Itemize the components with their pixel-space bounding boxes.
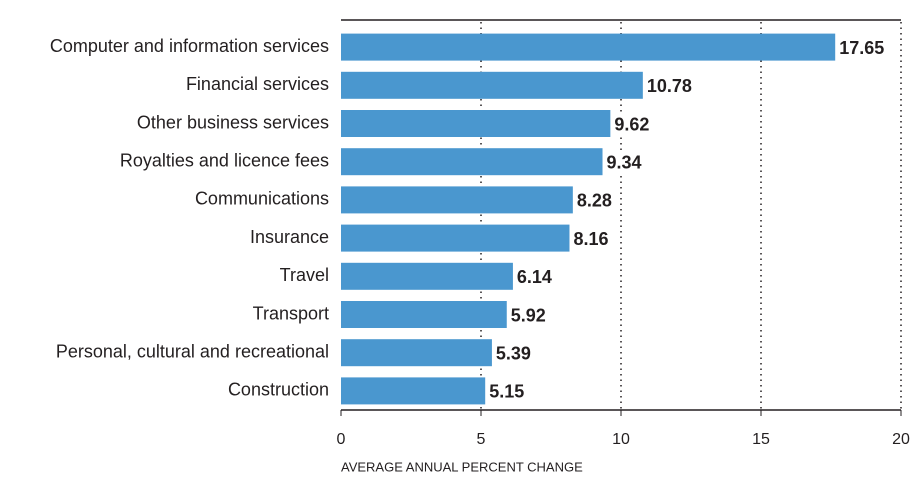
bar (341, 224, 570, 252)
value-label: 8.16 (573, 229, 608, 249)
x-tick-label: 15 (752, 431, 770, 448)
bar (341, 186, 573, 214)
value-label: 8.28 (577, 191, 612, 211)
x-tick-label: 10 (612, 431, 630, 448)
value-label-bg (645, 76, 693, 97)
value-label: 5.39 (496, 343, 531, 363)
y-tick-label: Insurance (250, 227, 329, 247)
value-label-bg (613, 114, 651, 135)
bar (341, 339, 492, 367)
y-tick-label: Communications (195, 189, 329, 209)
value-label-bg (509, 305, 547, 326)
x-tick-label: 5 (477, 431, 486, 448)
x-tick-label: 20 (892, 431, 910, 448)
y-tick-label: Travel (280, 265, 329, 285)
y-tick-label: Financial services (186, 74, 329, 94)
value-label: 6.14 (517, 267, 552, 287)
value-label: 9.62 (614, 114, 649, 134)
value-label-bg (838, 37, 886, 58)
bar (341, 148, 603, 176)
value-label: 10.78 (647, 76, 692, 96)
value-label: 9.34 (607, 152, 642, 172)
value-label: 5.92 (511, 305, 546, 325)
value-label-bg (575, 190, 613, 211)
value-label-bg (494, 343, 532, 364)
y-tick-label: Personal, cultural and recreational (56, 341, 329, 361)
x-axis-label: AVERAGE ANNUAL PERCENT CHANGE (341, 459, 583, 474)
y-tick-label: Transport (253, 303, 329, 323)
value-label: 17.65 (839, 38, 884, 58)
bar (341, 33, 836, 61)
bar (341, 301, 507, 328)
bar (341, 377, 486, 405)
bar (341, 71, 643, 99)
y-tick-label: Computer and information services (50, 36, 329, 56)
value-label-bg (515, 267, 553, 288)
value-label-bg (488, 381, 526, 402)
y-tick-label: Other business services (137, 112, 329, 132)
value-label: 5.15 (489, 382, 524, 402)
y-tick-label: Royalties and licence fees (120, 150, 329, 170)
value-label-bg (605, 152, 643, 173)
value-label-bg (572, 228, 610, 249)
bar (341, 110, 611, 137)
bar (341, 262, 513, 290)
x-tick-label: 0 (337, 431, 346, 448)
y-tick-label: Construction (228, 380, 329, 400)
